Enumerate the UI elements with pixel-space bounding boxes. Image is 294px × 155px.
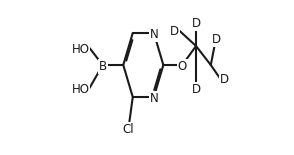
Text: Cl: Cl bbox=[123, 123, 134, 136]
Text: D: D bbox=[211, 33, 220, 46]
Text: HO: HO bbox=[71, 83, 90, 96]
Text: HO: HO bbox=[71, 43, 90, 56]
Text: D: D bbox=[220, 73, 229, 86]
Text: D: D bbox=[170, 25, 179, 38]
Text: N: N bbox=[149, 28, 158, 41]
Text: D: D bbox=[191, 17, 201, 30]
Text: B: B bbox=[99, 60, 107, 73]
Text: N: N bbox=[149, 92, 158, 105]
Text: D: D bbox=[191, 83, 201, 96]
Text: O: O bbox=[178, 60, 187, 73]
